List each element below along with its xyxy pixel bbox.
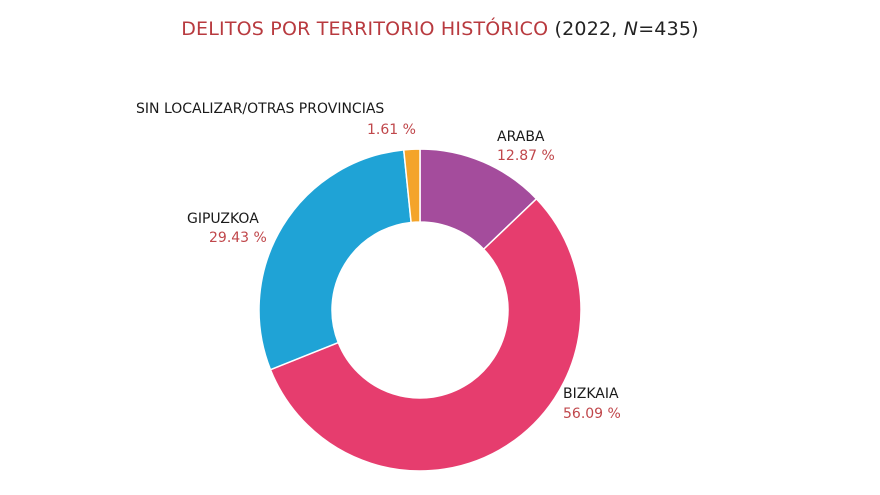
value-araba: 12.87 % — [497, 148, 555, 164]
label-araba: ARABA — [497, 129, 545, 145]
value-sin-localizar: 1.61 % — [367, 122, 416, 138]
slice-sin-localizar-otras-provincias — [402, 148, 421, 224]
slice-gipuzkoa — [258, 149, 412, 371]
title-n: N — [623, 18, 639, 40]
slice-bizkaia — [269, 197, 582, 472]
label-sin-localizar: SIN LOCALIZAR/OTRAS PROVINCIAS — [136, 101, 385, 117]
label-gipuzkoa: GIPUZKOA — [187, 211, 259, 227]
title-count: =435) — [638, 18, 699, 40]
value-bizkaia: 56.09 % — [563, 406, 621, 422]
title-main: DELITOS POR TERRITORIO HISTÓRICO — [181, 18, 549, 40]
label-bizkaia: BIZKAIA — [563, 386, 619, 402]
title-year: (2022, — [554, 18, 624, 40]
value-gipuzkoa: 29.43 % — [209, 230, 267, 246]
chart-title: DELITOS POR TERRITORIO HISTÓRICO (2022, … — [0, 18, 880, 40]
